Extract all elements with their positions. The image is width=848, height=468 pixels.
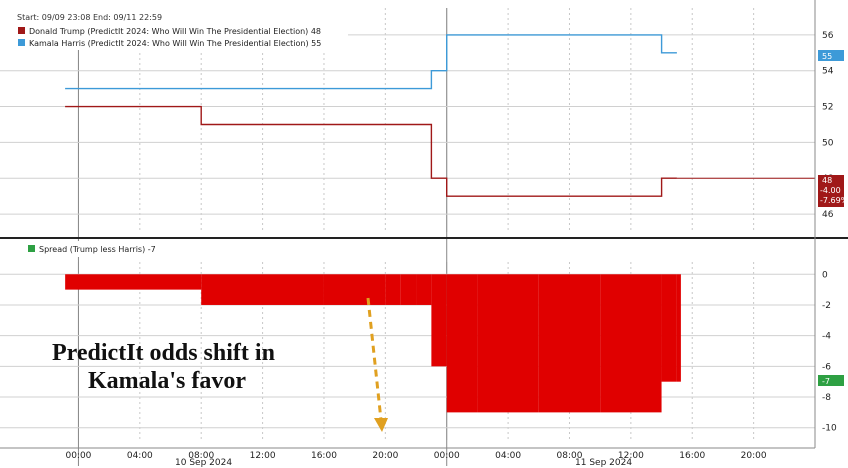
x-tick-label: 00:00	[65, 451, 91, 461]
legend-box	[0, 8, 348, 50]
bottom-panel	[65, 274, 681, 413]
y-tick-label-top: 50	[822, 138, 834, 148]
spread-bar	[431, 274, 447, 367]
spread-swatch	[28, 245, 35, 252]
y-tick-label-bottom: -8	[822, 393, 831, 403]
x-tick-label: 20:00	[372, 451, 398, 461]
date-range-label: Start: 09/09 23:08 End: 09/11 22:59	[17, 13, 162, 22]
y-tick-label-bottom: -6	[822, 362, 831, 372]
y-tick-label-top: 46	[822, 210, 834, 220]
x-tick-label: 08:00	[557, 451, 583, 461]
harris-line	[65, 34, 677, 90]
annotation: PredictIt odds shift in Kamala's favor	[52, 297, 388, 432]
harris-swatch	[18, 39, 25, 46]
top-panel	[65, 34, 815, 197]
annotation-arrow-shaft	[366, 297, 383, 421]
spread-bar	[661, 274, 677, 382]
x-tick-label: 08:00	[188, 451, 214, 461]
x-tick-label: 12:00	[618, 451, 644, 461]
top-legend: Start: 09/09 23:08 End: 09/11 22:59 Dona…	[0, 8, 348, 50]
spread-bar	[385, 274, 401, 305]
spread-bar	[416, 274, 432, 305]
x-tick-label: 16:00	[679, 451, 705, 461]
spread-bar	[446, 274, 478, 413]
spread-legend-box	[0, 241, 160, 257]
spread-bar	[600, 274, 662, 413]
date-label-sep10: 10 Sep 2024	[175, 458, 232, 468]
trump-swatch	[18, 27, 25, 34]
x-tick-label: 12:00	[250, 451, 276, 461]
x-tick-label: 04:00	[127, 451, 153, 461]
trump-change: -4.00	[820, 186, 841, 195]
spread-bar	[400, 274, 417, 305]
x-tick-label: 00:00	[434, 451, 460, 461]
x-tick-label: 16:00	[311, 451, 337, 461]
spread-bar	[65, 274, 202, 290]
y-tick-label-bottom: 0	[822, 270, 828, 280]
trump-pct-change: -7.69%	[820, 196, 848, 205]
spread-bar	[201, 274, 324, 305]
x-tick-label: 20:00	[741, 451, 767, 461]
y-tick-label-top: 56	[822, 31, 834, 41]
spread-legend-label: Spread (Trump less Harris) -7	[39, 245, 156, 254]
spread-bar	[477, 274, 539, 413]
trump-last-tag	[818, 175, 844, 207]
harris-last-value: 55	[822, 52, 832, 61]
spread-bar	[538, 274, 601, 413]
spread-last-tag	[818, 375, 844, 386]
bottom-legend: Spread (Trump less Harris) -7	[0, 241, 160, 257]
y-tick-label-top: 52	[822, 103, 833, 113]
harris-legend-label: Kamala Harris (PredictIt 2024: Who Will …	[29, 39, 321, 48]
date-label-sep11: 11 Sep 2024	[575, 458, 632, 468]
harris-last-tag	[818, 50, 844, 61]
annotation-line-2: Kamala's favor	[88, 368, 246, 394]
trump-line	[65, 105, 677, 197]
y-tick-label-bottom: -10	[822, 424, 837, 434]
y-tick-label-bottom: -2	[822, 301, 831, 311]
annotation-arrow-head	[374, 418, 388, 432]
spread-bar	[323, 274, 386, 305]
spread-last-value: -7	[822, 377, 830, 386]
value-tags: 55 48 -4.00 -7.69% -7	[818, 50, 848, 386]
trump-last-value: 48	[822, 176, 832, 185]
spread-bar	[676, 274, 681, 382]
annotation-line-1: PredictIt odds shift in	[52, 340, 275, 366]
y-tick-label-bottom: -4	[822, 332, 831, 342]
trump-legend-label: Donald Trump (PredictIt 2024: Who Will W…	[29, 27, 321, 36]
x-tick-label: 04:00	[495, 451, 521, 461]
y-tick-label-top: 54	[822, 67, 834, 77]
